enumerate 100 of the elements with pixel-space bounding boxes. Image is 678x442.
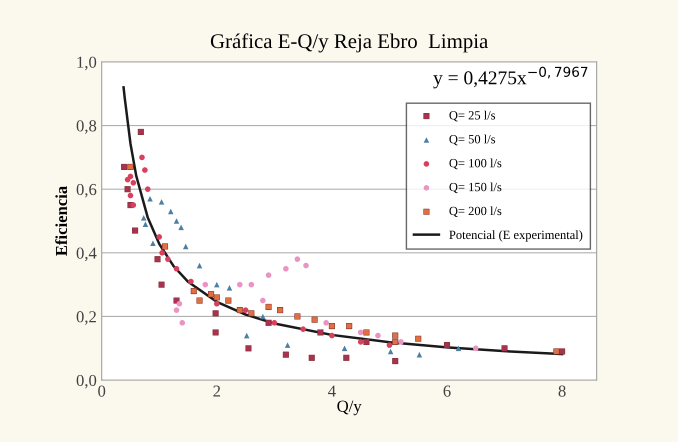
point [130, 202, 136, 208]
point [147, 196, 153, 202]
point [159, 250, 165, 256]
point [130, 180, 136, 186]
point [174, 218, 180, 224]
point [329, 332, 335, 338]
point [154, 256, 161, 262]
point [179, 320, 186, 326]
point [444, 342, 450, 348]
x-tick-label: 4 [328, 386, 336, 397]
y-tick-label: 0,2 [76, 311, 96, 325]
y-axis-title: Eficiencia [55, 186, 68, 256]
x-tick-label: 2 [213, 386, 220, 397]
legend-label: Q= 25 l/s [449, 110, 496, 122]
point [124, 186, 131, 192]
point [375, 332, 381, 338]
point [144, 186, 151, 192]
x-tick-label: 0 [98, 385, 106, 397]
point [139, 154, 145, 160]
point [248, 310, 254, 316]
point [277, 307, 284, 314]
legend-label: Q= 150 l/s [449, 182, 502, 194]
point [225, 298, 232, 304]
point [358, 339, 364, 345]
point [142, 167, 148, 173]
point [248, 282, 254, 288]
point [212, 310, 219, 316]
point [415, 336, 422, 342]
point [282, 352, 289, 358]
y-tick-label: 0,8 [76, 120, 96, 134]
point [165, 256, 171, 262]
point [127, 164, 134, 170]
point [317, 329, 324, 336]
point [266, 304, 272, 310]
point [158, 282, 165, 288]
point [208, 291, 214, 298]
point [553, 348, 560, 355]
point [188, 278, 194, 284]
point [294, 256, 300, 262]
point [244, 332, 250, 338]
point [358, 330, 364, 336]
point [386, 342, 392, 348]
legend-label: Q= 100 l/s [449, 158, 502, 170]
point [150, 240, 156, 246]
point [398, 339, 404, 345]
point [266, 272, 272, 278]
point [226, 285, 232, 291]
point [121, 164, 128, 170]
point [214, 300, 220, 307]
point [303, 262, 309, 268]
y-tick-label: 1,0 [77, 56, 96, 70]
point [416, 352, 422, 358]
point [142, 221, 148, 227]
point [363, 329, 370, 336]
point [308, 354, 315, 361]
legend-label: Potencial (E experimental) [449, 230, 582, 242]
point [237, 282, 243, 288]
point [132, 227, 138, 234]
point [342, 346, 348, 352]
point [176, 300, 182, 307]
point [156, 234, 162, 240]
point [168, 208, 174, 214]
point [138, 128, 144, 135]
point [128, 192, 134, 198]
point [328, 322, 335, 330]
point [212, 329, 219, 336]
point [140, 215, 146, 221]
point [242, 307, 248, 313]
point [202, 282, 208, 288]
point [502, 345, 508, 352]
point [312, 316, 318, 323]
point [162, 243, 168, 250]
point [158, 199, 164, 205]
point [196, 298, 203, 304]
point [343, 354, 350, 361]
point [260, 298, 266, 304]
y-tick-label: 0,4 [76, 248, 97, 262]
point [323, 320, 329, 326]
y-tick-label: 0,0 [76, 374, 96, 388]
point [294, 313, 300, 320]
point [214, 294, 220, 300]
point [392, 358, 398, 364]
legend-label: Q= 200 l/s [449, 206, 502, 218]
point [284, 342, 290, 348]
x-tick-label: 8 [558, 385, 566, 397]
point [196, 262, 202, 268]
point [456, 346, 462, 352]
y-tick-label: 0,6 [76, 184, 96, 198]
point [128, 174, 134, 180]
point [174, 307, 180, 313]
x-tick-label: 6 [444, 386, 451, 397]
point [388, 348, 394, 354]
point [272, 320, 278, 326]
point [283, 266, 289, 272]
point [245, 345, 252, 352]
point [473, 346, 479, 352]
point [266, 320, 272, 326]
point [346, 322, 352, 330]
point [392, 338, 398, 345]
point [182, 244, 188, 250]
